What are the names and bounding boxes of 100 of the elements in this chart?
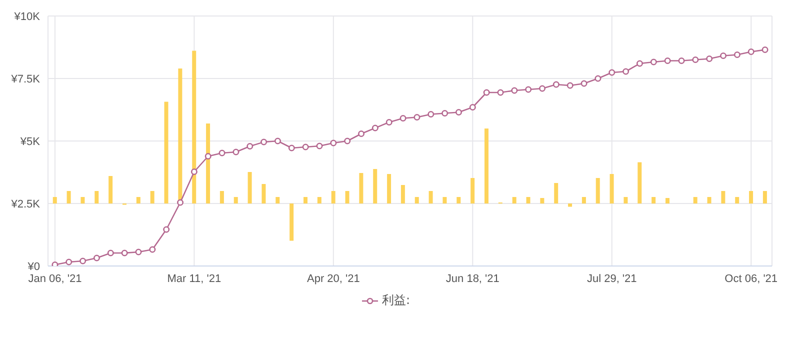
bar: [150, 191, 154, 204]
point: [386, 119, 392, 126]
bar: [568, 204, 572, 207]
bar: [387, 174, 392, 204]
bar: [359, 173, 364, 204]
point: [260, 138, 268, 146]
point: [539, 85, 546, 92]
legend-label: 利益:: [380, 292, 410, 309]
bar: [290, 204, 294, 241]
bar: [136, 197, 140, 204]
x-tick-label: Jan 06, '21: [28, 272, 82, 285]
point: [608, 69, 616, 76]
point: [650, 58, 657, 66]
y-tick-label: ¥2.5K: [10, 198, 41, 210]
bar: [262, 184, 266, 204]
point: [664, 58, 671, 64]
point: [594, 75, 602, 82]
point: [636, 60, 643, 67]
bar: [234, 197, 238, 204]
point: [566, 82, 574, 89]
bar: [108, 176, 113, 204]
bar: [735, 197, 740, 204]
bar: [638, 162, 642, 204]
point: [692, 56, 699, 63]
point: [190, 168, 198, 175]
bar: [749, 191, 754, 204]
bar: [345, 191, 350, 204]
point: [218, 150, 226, 156]
bar: [554, 183, 558, 204]
point: [678, 58, 685, 64]
bar: [66, 191, 71, 204]
point: [204, 153, 212, 160]
bar: [762, 191, 767, 204]
point: [706, 56, 713, 62]
point: [400, 115, 406, 122]
bar: [596, 178, 600, 204]
point: [497, 89, 504, 96]
point: [66, 258, 72, 266]
x-tick-label: Oct 06, '21: [724, 272, 778, 285]
bar: [373, 169, 378, 204]
point: [177, 199, 184, 206]
x-tick-label: Mar 11, '21: [167, 272, 222, 285]
bar: [624, 197, 628, 204]
point: [232, 148, 240, 156]
point: [720, 52, 727, 59]
point: [552, 81, 560, 88]
bar: [248, 172, 252, 204]
bar: [652, 197, 656, 204]
point: [455, 109, 462, 116]
bar: [80, 197, 85, 204]
bar: [470, 178, 475, 204]
point: [246, 143, 254, 150]
point: [483, 89, 490, 96]
point: [428, 111, 434, 118]
bar: [707, 197, 712, 204]
point: [135, 248, 142, 256]
bar: [192, 50, 196, 204]
point: [330, 140, 337, 146]
point: [80, 258, 86, 264]
bar: [456, 197, 461, 204]
bar: [400, 185, 405, 204]
point: [163, 226, 170, 233]
point: [107, 250, 114, 256]
x-tick-label: Apr 20, '21: [306, 272, 360, 285]
bar: [331, 191, 336, 204]
point: [469, 104, 476, 110]
bar: [665, 198, 670, 204]
point: [748, 48, 754, 55]
point: [414, 114, 420, 120]
point: [511, 87, 518, 94]
bar: [442, 197, 447, 204]
bar: [721, 191, 726, 204]
bar: [94, 191, 99, 204]
bar: [693, 197, 698, 204]
point: [622, 68, 630, 75]
point: [93, 254, 100, 262]
y-tick-label: ¥7.5K: [10, 73, 41, 86]
bar: [206, 124, 210, 204]
point: [525, 86, 532, 93]
x-tick-label: Jul 29, '21: [586, 272, 637, 285]
bar: [52, 197, 57, 204]
bar: [540, 198, 544, 204]
bar: [610, 174, 614, 204]
bar: [484, 128, 488, 204]
bar: [276, 197, 280, 204]
point: [762, 46, 768, 53]
point: [302, 144, 309, 150]
bar: [512, 197, 516, 204]
point: [288, 144, 295, 152]
point: [316, 142, 323, 150]
bar: [303, 197, 308, 204]
point: [274, 138, 281, 144]
y-tick-label: ¥5K: [19, 136, 41, 148]
point: [442, 110, 448, 116]
bar: [582, 197, 586, 204]
bar: [317, 197, 322, 204]
point: [121, 250, 128, 256]
bar: [414, 197, 419, 204]
bar: [428, 191, 433, 204]
bar: [220, 191, 224, 204]
